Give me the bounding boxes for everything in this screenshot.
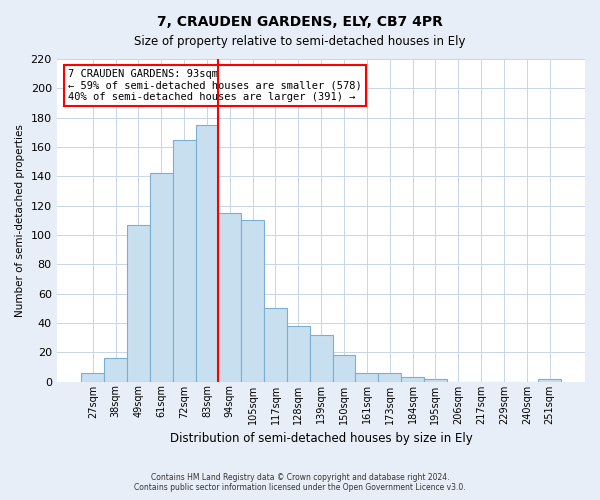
Bar — [173, 140, 196, 382]
Bar — [401, 377, 424, 382]
Text: 7, CRAUDEN GARDENS, ELY, CB7 4PR: 7, CRAUDEN GARDENS, ELY, CB7 4PR — [157, 15, 443, 29]
Bar — [218, 213, 241, 382]
Bar — [355, 372, 378, 382]
Bar — [424, 378, 447, 382]
Bar — [82, 372, 104, 382]
Bar — [150, 174, 173, 382]
Y-axis label: Number of semi-detached properties: Number of semi-detached properties — [15, 124, 25, 316]
Bar — [104, 358, 127, 382]
Bar — [287, 326, 310, 382]
Bar — [538, 378, 561, 382]
Text: 7 CRAUDEN GARDENS: 93sqm
← 59% of semi-detached houses are smaller (578)
40% of : 7 CRAUDEN GARDENS: 93sqm ← 59% of semi-d… — [68, 68, 362, 102]
Bar — [378, 372, 401, 382]
Bar — [196, 125, 218, 382]
Bar — [241, 220, 264, 382]
Text: Size of property relative to semi-detached houses in Ely: Size of property relative to semi-detach… — [134, 35, 466, 48]
Text: Contains HM Land Registry data © Crown copyright and database right 2024.
Contai: Contains HM Land Registry data © Crown c… — [134, 473, 466, 492]
Bar — [332, 355, 355, 382]
Bar — [310, 334, 332, 382]
X-axis label: Distribution of semi-detached houses by size in Ely: Distribution of semi-detached houses by … — [170, 432, 473, 445]
Bar — [127, 224, 150, 382]
Bar — [264, 308, 287, 382]
